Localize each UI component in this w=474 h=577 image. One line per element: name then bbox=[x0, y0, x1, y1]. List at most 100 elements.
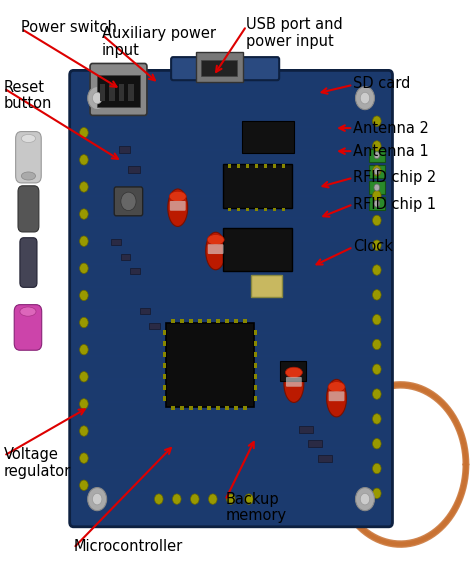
Bar bbox=[225, 319, 229, 323]
Bar bbox=[216, 406, 220, 410]
Bar bbox=[254, 352, 257, 357]
FancyBboxPatch shape bbox=[286, 377, 302, 387]
Bar bbox=[228, 164, 231, 168]
Bar bbox=[180, 406, 184, 410]
Text: RFID chip 1: RFID chip 1 bbox=[353, 197, 436, 212]
Text: Antenna 2: Antenna 2 bbox=[353, 121, 429, 136]
Text: RFID chip 2: RFID chip 2 bbox=[353, 170, 437, 185]
Bar bbox=[100, 84, 105, 101]
Circle shape bbox=[374, 200, 380, 207]
Text: Antenna 1: Antenna 1 bbox=[353, 144, 429, 159]
Bar bbox=[163, 352, 166, 357]
Text: SD card: SD card bbox=[353, 76, 410, 91]
Bar bbox=[255, 208, 258, 211]
Bar bbox=[171, 319, 175, 323]
Circle shape bbox=[80, 290, 88, 301]
Circle shape bbox=[80, 344, 88, 355]
Circle shape bbox=[373, 463, 381, 474]
Circle shape bbox=[80, 372, 88, 382]
Circle shape bbox=[373, 414, 381, 424]
Bar bbox=[243, 406, 247, 410]
Bar bbox=[369, 149, 385, 162]
Bar bbox=[163, 363, 166, 368]
Circle shape bbox=[80, 426, 88, 436]
Bar bbox=[163, 330, 166, 335]
Bar bbox=[264, 164, 267, 168]
Circle shape bbox=[121, 192, 136, 211]
Bar bbox=[118, 84, 124, 101]
Ellipse shape bbox=[169, 191, 186, 202]
Bar bbox=[223, 164, 292, 208]
Circle shape bbox=[356, 488, 374, 511]
Bar bbox=[228, 208, 231, 211]
Circle shape bbox=[155, 494, 163, 504]
Bar bbox=[97, 75, 140, 107]
Bar bbox=[163, 341, 166, 346]
Circle shape bbox=[88, 488, 107, 511]
Circle shape bbox=[92, 493, 102, 505]
Circle shape bbox=[80, 236, 88, 246]
FancyBboxPatch shape bbox=[196, 52, 243, 82]
Circle shape bbox=[80, 480, 88, 490]
Bar bbox=[254, 396, 257, 401]
FancyBboxPatch shape bbox=[171, 57, 279, 80]
Text: Voltage
regulator: Voltage regulator bbox=[4, 447, 71, 479]
Text: Reset
button: Reset button bbox=[4, 80, 52, 111]
Ellipse shape bbox=[328, 381, 345, 392]
Circle shape bbox=[80, 453, 88, 463]
FancyBboxPatch shape bbox=[114, 187, 143, 216]
Bar bbox=[308, 440, 322, 447]
FancyBboxPatch shape bbox=[208, 244, 224, 254]
Bar bbox=[198, 406, 202, 410]
Ellipse shape bbox=[21, 134, 36, 143]
Bar bbox=[254, 363, 257, 368]
Text: Power switch: Power switch bbox=[21, 20, 117, 35]
Bar bbox=[128, 166, 140, 173]
FancyBboxPatch shape bbox=[14, 305, 42, 350]
Bar bbox=[140, 308, 150, 314]
Circle shape bbox=[373, 290, 381, 300]
Bar bbox=[201, 60, 237, 76]
Bar bbox=[163, 374, 166, 379]
Bar bbox=[282, 208, 285, 211]
Bar bbox=[166, 323, 254, 407]
Circle shape bbox=[373, 116, 381, 126]
Circle shape bbox=[227, 494, 235, 504]
FancyBboxPatch shape bbox=[70, 70, 392, 527]
Bar bbox=[171, 406, 175, 410]
Text: Microcontroller: Microcontroller bbox=[73, 539, 182, 554]
Bar bbox=[189, 406, 193, 410]
Text: Backup
memory: Backup memory bbox=[225, 492, 286, 523]
Circle shape bbox=[80, 209, 88, 219]
Bar bbox=[369, 197, 385, 210]
Bar bbox=[254, 330, 257, 335]
Bar bbox=[255, 164, 258, 168]
Circle shape bbox=[356, 87, 374, 110]
Bar bbox=[280, 361, 306, 381]
FancyBboxPatch shape bbox=[328, 391, 345, 401]
Ellipse shape bbox=[284, 365, 304, 403]
Bar bbox=[109, 84, 115, 101]
Bar bbox=[128, 84, 134, 101]
Circle shape bbox=[374, 168, 380, 175]
Circle shape bbox=[245, 494, 253, 504]
Circle shape bbox=[373, 240, 381, 250]
Bar bbox=[273, 164, 276, 168]
Bar bbox=[234, 319, 238, 323]
Circle shape bbox=[360, 493, 370, 505]
Bar bbox=[318, 455, 332, 462]
Bar bbox=[130, 268, 140, 274]
Bar bbox=[251, 275, 282, 297]
Bar bbox=[198, 319, 202, 323]
Circle shape bbox=[373, 339, 381, 350]
Ellipse shape bbox=[168, 189, 188, 226]
Bar bbox=[254, 374, 257, 379]
Circle shape bbox=[374, 184, 380, 191]
Ellipse shape bbox=[206, 233, 226, 270]
Bar bbox=[118, 146, 130, 153]
Circle shape bbox=[373, 265, 381, 275]
Text: USB port and
power input: USB port and power input bbox=[246, 17, 343, 49]
Circle shape bbox=[360, 92, 370, 104]
Circle shape bbox=[373, 215, 381, 226]
Ellipse shape bbox=[327, 380, 346, 417]
